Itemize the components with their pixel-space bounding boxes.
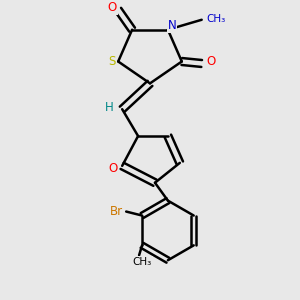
Text: N: N (167, 19, 176, 32)
Text: O: O (109, 162, 118, 175)
Text: CH₃: CH₃ (132, 257, 152, 267)
Text: O: O (206, 55, 215, 68)
Text: S: S (109, 55, 116, 68)
Text: O: O (108, 1, 117, 14)
Text: H: H (105, 101, 114, 114)
Text: Br: Br (110, 205, 123, 218)
Text: CH₃: CH₃ (206, 14, 225, 24)
